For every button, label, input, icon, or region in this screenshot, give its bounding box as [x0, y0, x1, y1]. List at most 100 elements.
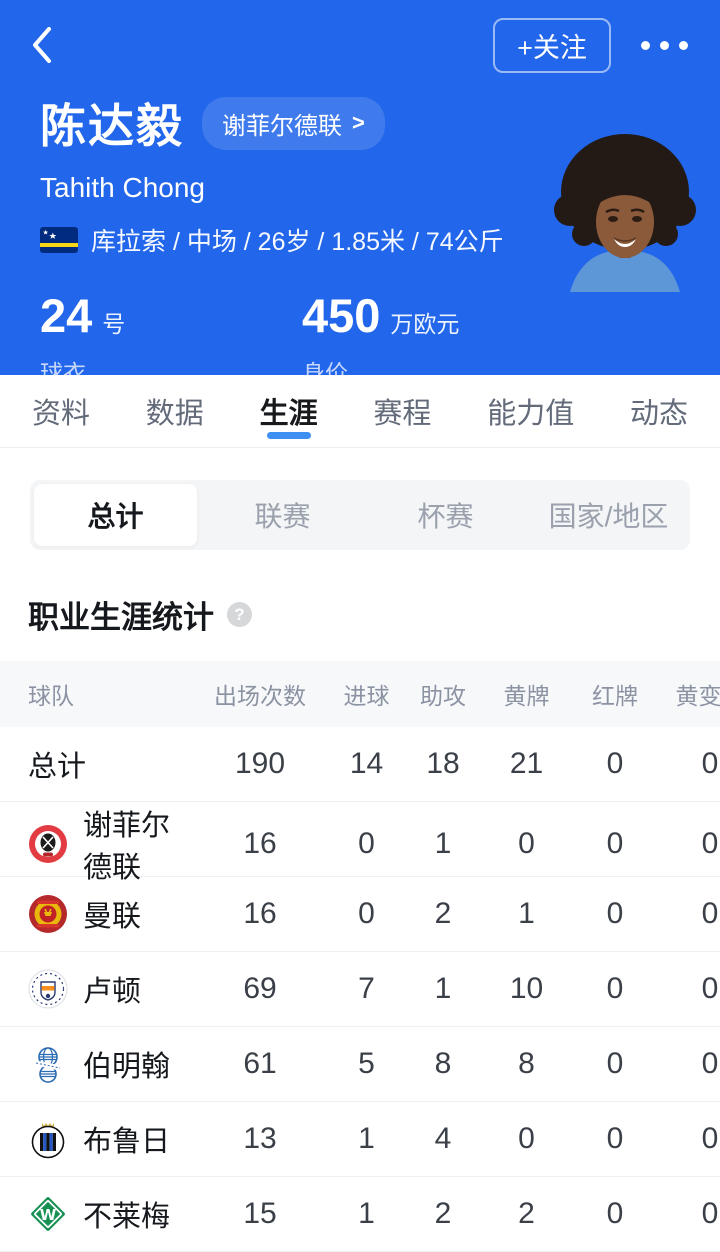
cell-second-yellow: 0	[701, 1122, 719, 1155]
manchester-united-badge-icon	[28, 894, 68, 934]
subtab-league[interactable]: 联赛	[254, 501, 311, 532]
cell-appearances: 15	[243, 1197, 277, 1230]
cell-appearances: 190	[234, 747, 286, 780]
cell-appearances: 69	[243, 972, 277, 1005]
cell-appearances: 16	[243, 897, 277, 930]
section-head: 职业生涯统计 ?	[0, 592, 720, 637]
team-name: 不莱梅	[83, 1201, 171, 1233]
cell-yellow: 2	[518, 1197, 535, 1230]
cell-assists: 1	[434, 972, 452, 1005]
team-pill[interactable]: 谢菲尔德联 >	[202, 96, 385, 150]
market-value-unit: 万欧元	[390, 311, 460, 337]
cell-red: 0	[606, 1197, 624, 1230]
table-row-luton-town[interactable]: 卢顿 69 7 1 10 0 0	[0, 952, 720, 1027]
cell-goals: 1	[358, 1197, 375, 1230]
cell-goals: 0	[358, 827, 375, 860]
tab-news[interactable]: 动态	[629, 398, 688, 430]
table-row-werder-bremen[interactable]: W 不莱梅 15 1 2 2 0 0	[0, 1177, 720, 1252]
cell-goals: 0	[358, 897, 375, 930]
market-value-number: 450	[302, 289, 381, 342]
cell-yellow: 8	[518, 1047, 535, 1080]
table-row-sheffield-united[interactable]: 谢菲尔德联 16 0 1 0 0 0	[0, 802, 720, 884]
cell-goals: 1	[358, 1122, 375, 1155]
cell-yellow: 10	[509, 972, 544, 1005]
team-pill-label: 谢菲尔德联	[222, 112, 342, 140]
table-row-total[interactable]: 总计 190 14 18 21 0 0	[0, 727, 720, 802]
jersey-unit: 号	[102, 311, 126, 337]
table-header-row: 球队 出场次数 进球 助攻 黄牌 红牌 黄变红	[0, 661, 720, 727]
cell-yellow: 21	[509, 747, 544, 780]
cell-second-yellow: 0	[701, 972, 719, 1005]
cell-second-yellow: 0	[701, 897, 719, 930]
more-options-icon[interactable]	[639, 29, 690, 62]
luton-town-badge-icon	[28, 969, 68, 1009]
player-name-en: Tahith Chong	[40, 172, 206, 203]
werder-bremen-badge-icon: W	[28, 1194, 68, 1234]
section-title: 职业生涯统计	[28, 600, 214, 635]
cell-second-yellow: 0	[701, 747, 719, 780]
cell-assists: 8	[434, 1047, 452, 1080]
player-headshot	[544, 126, 706, 292]
tab-career[interactable]: 生涯	[260, 375, 318, 447]
jersey-stat: 24 号 球衣	[40, 288, 302, 388]
tab-schedule[interactable]: 赛程	[373, 398, 432, 430]
cell-second-yellow: 0	[701, 1197, 719, 1230]
col-appearances: 出场次数	[214, 683, 306, 709]
follow-button[interactable]: +关注	[493, 17, 611, 73]
career-stats-table: 球队 出场次数 进球 助攻 黄牌 红牌 黄变红 总计 190 14 18 21 …	[0, 661, 720, 1252]
col-goals: 进球	[343, 683, 390, 709]
cell-appearances: 16	[243, 827, 277, 860]
cell-second-yellow: 0	[701, 1047, 719, 1080]
cell-yellow: 0	[518, 827, 535, 860]
team-name: 总计	[28, 751, 87, 783]
cell-red: 0	[606, 897, 624, 930]
main-tab-bar: 资料 数据 生涯 赛程 能力值 动态	[0, 375, 720, 448]
cell-assists: 2	[434, 897, 452, 930]
team-name: 卢顿	[83, 976, 142, 1008]
col-assists: 助攻	[420, 683, 466, 709]
cell-assists: 1	[434, 827, 452, 860]
team-name: 曼联	[83, 901, 142, 933]
cell-red: 0	[606, 972, 624, 1005]
cell-second-yellow: 0	[701, 827, 719, 860]
cell-goals: 5	[358, 1047, 375, 1080]
player-bio-line: 库拉索 / 中场 / 26岁 / 1.85米 / 74公斤	[91, 228, 504, 256]
help-icon[interactable]: ?	[227, 602, 252, 627]
subtab-total[interactable]: 总计	[34, 484, 197, 546]
table-row-club-brugge[interactable]: 布鲁日 13 1 4 0 0 0	[0, 1102, 720, 1177]
subtab-national[interactable]: 国家/地区	[548, 501, 669, 532]
team-name: 布鲁日	[83, 1126, 171, 1158]
player-header: +关注 陈达毅 谢菲尔德联 > Tahith Chong 库拉索 / 中场 / …	[0, 0, 720, 386]
sheffield-united-badge-icon	[28, 824, 68, 864]
market-value-stat: 450 万欧元 身价	[302, 288, 564, 388]
table-row-birmingham-city[interactable]: 伯明翰 61 5 8 8 0 0	[0, 1027, 720, 1102]
curacao-flag-icon	[40, 227, 78, 253]
cell-goals: 14	[349, 747, 384, 780]
table-row-manchester-united[interactable]: 曼联 16 0 2 1 0 0	[0, 877, 720, 952]
player-quickstats: 24 号 球衣 450 万欧元 身价	[0, 288, 720, 388]
svg-text:W: W	[40, 1206, 57, 1224]
team-name: 伯明翰	[83, 1051, 171, 1083]
tab-profile[interactable]: 资料	[32, 398, 91, 430]
player-name-cn: 陈达毅	[40, 100, 184, 152]
cell-appearances: 61	[243, 1047, 277, 1080]
cell-red: 0	[606, 1122, 624, 1155]
cell-appearances: 13	[243, 1122, 277, 1155]
jersey-label: 球衣	[40, 360, 86, 386]
col-second-yellow: 黄变红	[675, 683, 720, 709]
cell-red: 0	[606, 827, 624, 860]
chevron-right-icon: >	[352, 110, 365, 135]
cell-assists: 4	[434, 1122, 452, 1155]
col-red-cards: 红牌	[592, 683, 638, 709]
cell-yellow: 1	[518, 897, 535, 930]
tab-ability[interactable]: 能力值	[487, 398, 575, 430]
subtab-cup[interactable]: 杯赛	[417, 501, 474, 532]
cell-yellow: 0	[518, 1122, 535, 1155]
tab-data[interactable]: 数据	[145, 398, 204, 430]
career-scope-segment: 总计 联赛 杯赛 国家/地区	[30, 480, 690, 550]
cell-assists: 18	[426, 747, 460, 780]
back-icon[interactable]	[30, 23, 66, 67]
club-brugge-badge-icon	[28, 1119, 68, 1159]
player-name-row: 陈达毅 谢菲尔德联 >	[0, 90, 720, 156]
cell-red: 0	[606, 1047, 624, 1080]
